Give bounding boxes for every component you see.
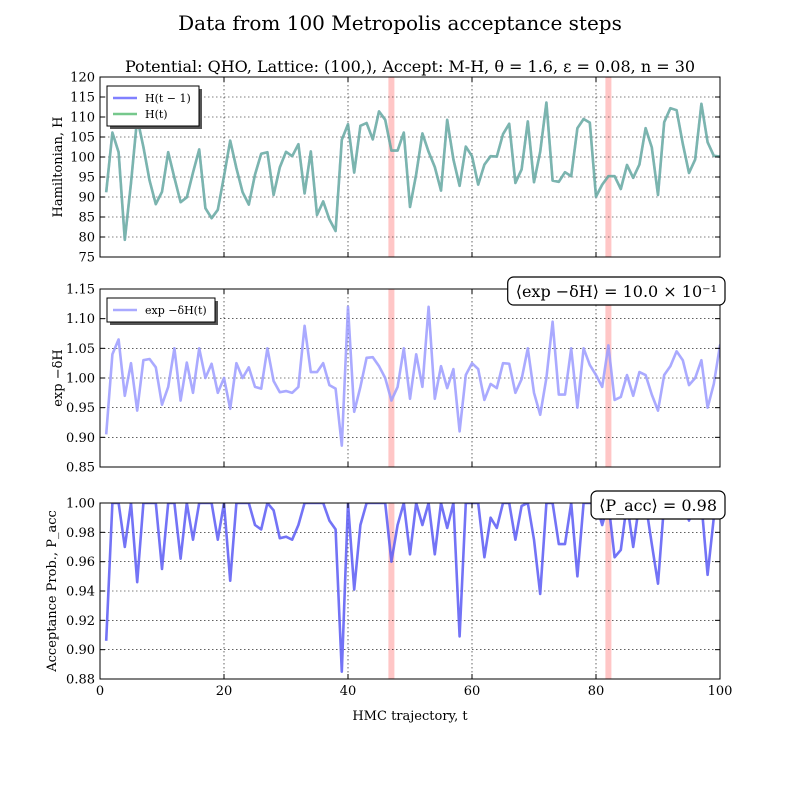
y-tick-label: 80: [78, 231, 95, 246]
chart-panel-2: 0.85 0.90 0.95 1.00 1.05 1.10 1.15 exp −δH exp −…: [51, 276, 726, 476]
y-tick-label: 85: [78, 211, 95, 226]
y-tick-label: 100: [70, 151, 95, 166]
series-line-2: [104, 101, 720, 242]
y-tick-label: 0.85: [66, 461, 95, 476]
y-tick-label: 1.00: [66, 372, 95, 387]
y-tick-label: 0.96: [66, 555, 95, 570]
y-tick-label: 75: [78, 251, 95, 266]
y-tick-label: 110: [70, 111, 95, 126]
legend-label: H(t): [145, 108, 168, 121]
y-axis-label: exp −δH: [51, 349, 66, 407]
x-tick-label: 40: [340, 684, 357, 699]
stat-annotation: ⟨exp −δH⟩ = 10.0 × 10⁻¹: [516, 282, 717, 301]
stat-annotation-box: [590, 490, 726, 520]
series-line-1: [104, 305, 720, 447]
y-axis-label: Hamiltonian, H: [51, 116, 66, 217]
axes-frame: [99, 76, 721, 258]
y-tick-label: 90: [78, 191, 95, 206]
rejected-step-band: [605, 77, 612, 257]
y-tick-label: 105: [70, 131, 95, 146]
y-tick-label: 0.95: [66, 401, 95, 416]
y-tick-label: 0.88: [66, 673, 95, 688]
panel-title: Potential: QHO, Lattice: (100,), Accept:…: [125, 57, 695, 76]
x-tick-label: 60: [464, 684, 481, 699]
y-tick-label: 0.98: [66, 526, 95, 541]
x-tick-label: 100: [708, 684, 733, 699]
y-tick-label: 0.90: [66, 431, 95, 446]
legend-label: H(t − 1): [145, 92, 191, 105]
chart-panel-3: 0.88 0.90 0.92 0.94 0.96 0.98 1.00 0 20 40 60 80 100…: [45, 490, 733, 699]
legend-label: exp −δH(t): [145, 304, 207, 317]
y-tick-label: 1.05: [66, 342, 95, 357]
plot-area: [100, 77, 720, 257]
chart-panels: 75 80 85 90 95 100 105 110 115 120 Hamiltonian, H P…: [45, 57, 732, 699]
y-tick-label: 0.90: [66, 643, 95, 658]
y-tick-label: 0.92: [66, 614, 95, 629]
chart-panel-1: 75 80 85 90 95 100 105 110 115 120 Hamiltonian, H P…: [51, 57, 721, 266]
x-tick-label: 20: [216, 684, 233, 699]
x-tick-label: 0: [96, 684, 104, 699]
legend-box: [106, 85, 200, 127]
series-group: [104, 305, 720, 447]
rejected-step-band: [388, 289, 395, 467]
series-group: [104, 101, 720, 242]
rejected-step-band: [388, 77, 395, 257]
figure-title: Data from 100 Metropolis acceptance step…: [178, 11, 622, 35]
y-tick-label: 95: [78, 171, 95, 186]
y-tick-label: 1.00: [66, 497, 95, 512]
y-tick-label: 115: [70, 91, 95, 106]
rejected-step-band: [388, 503, 395, 679]
x-axis-label: HMC trajectory, t: [352, 709, 468, 724]
stat-annotation-box: [507, 276, 726, 306]
y-tick-label: 120: [70, 71, 95, 86]
series-group: [104, 503, 720, 673]
y-tick-label: 0.94: [66, 585, 95, 600]
y-tick-label: 1.15: [66, 283, 95, 298]
y-axis-label: Acceptance Prob., P_acc: [45, 510, 60, 672]
series-line-1: [104, 503, 720, 673]
x-tick-label: 80: [588, 684, 605, 699]
y-tick-label: 1.10: [66, 312, 95, 327]
stat-annotation: ⟨P_acc⟩ = 0.98: [599, 496, 717, 515]
